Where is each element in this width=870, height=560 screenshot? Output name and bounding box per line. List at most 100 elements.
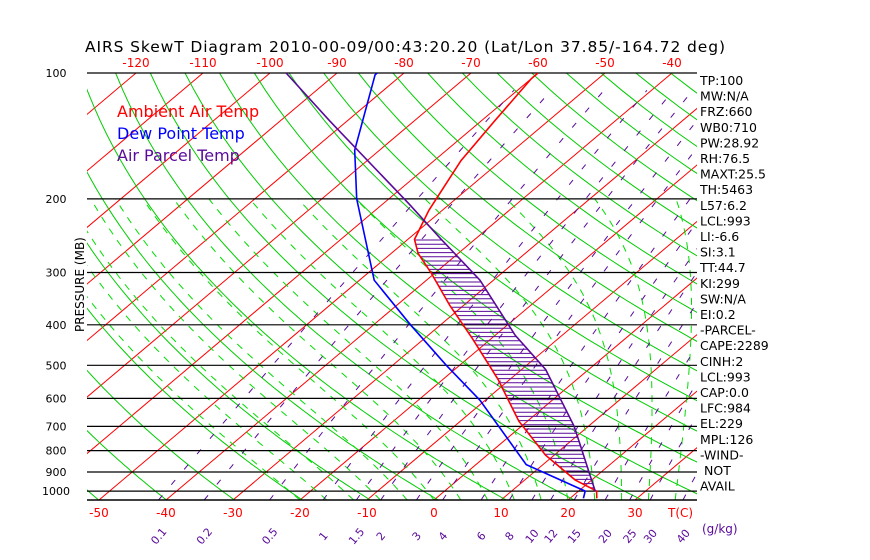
isotherm-line — [0, 73, 69, 500]
dry-adiabat-line — [358, 73, 697, 342]
dry-adiabat-line — [462, 73, 697, 257]
dry-adiabat-line — [87, 171, 439, 500]
isotherm-line — [87, 73, 539, 455]
top-temp-tick: -120 — [122, 56, 149, 70]
dry-adiabat-line — [87, 369, 235, 500]
stat-label: -PARCEL- — [700, 323, 756, 338]
pressure-tick-label: 300 — [46, 267, 67, 280]
pressure-tick-label: 800 — [46, 445, 67, 458]
stat-label: MW:N/A — [700, 89, 749, 104]
dry-adiabat-line — [184, 73, 697, 495]
mixing-ratio-line — [550, 271, 697, 500]
mixing-ratio-label: 20 — [596, 527, 615, 546]
mixing-ratio-line — [269, 89, 605, 500]
mixing-ratio-label: 12 — [542, 527, 561, 546]
isotherm-line — [87, 73, 271, 229]
stat-label: PW:28.92 — [700, 135, 759, 150]
stat-label: NOT — [704, 463, 731, 478]
stat-label: -WIND- — [700, 447, 744, 462]
dry-adiabat-line — [219, 73, 697, 463]
pressure-tick-label: 700 — [46, 420, 67, 433]
stat-label: LCL:993 — [700, 369, 751, 384]
top-temp-tick: -110 — [189, 56, 216, 70]
dry-adiabat-line — [87, 88, 507, 500]
isotherm-line — [87, 73, 338, 285]
mixing-ratio-label: 0.5 — [259, 525, 280, 547]
mixing-ratio-line — [203, 89, 552, 500]
isotherm-line — [433, 277, 697, 500]
stat-label: CAP:0.0 — [700, 385, 749, 400]
mixing-ratio-label: 25 — [621, 527, 640, 546]
x-axis-unit: T(C) — [667, 506, 693, 520]
dry-adiabat-line — [87, 242, 371, 500]
bottom-temp-tick: 0 — [430, 506, 438, 520]
stat-label: RH:76.5 — [700, 151, 750, 166]
mixing-ratio-line — [158, 89, 515, 500]
moist-adiabat-line — [115, 198, 408, 500]
bottom-temp-tick: -40 — [156, 506, 176, 520]
legend-ambient: Ambient Air Temp — [117, 102, 259, 121]
dry-adiabat-line — [149, 73, 643, 500]
top-temp-tick: -60 — [528, 56, 548, 70]
isotherm-line — [165, 73, 673, 500]
mixing-ratio-label: 15 — [565, 527, 584, 546]
mixing-ratio-label: 3 — [410, 529, 424, 543]
pressure-tick-label: 1000 — [42, 485, 70, 498]
bottom-temp-tick: -20 — [290, 506, 310, 520]
legend-dewpoint: Dew Point Temp — [117, 124, 245, 143]
pressure-tick-label: 100 — [46, 67, 67, 80]
mixing-ratio-line — [649, 414, 697, 500]
isotherm-line — [87, 73, 472, 398]
top-temp-tick: -100 — [256, 56, 283, 70]
mixing-ratio-unit: (g/kg) — [702, 522, 738, 536]
dewpoint-temp-line — [353, 73, 587, 499]
stat-label: SW:N/A — [700, 291, 746, 306]
bottom-temp-tick: -10 — [357, 506, 377, 520]
mixing-ratio-line — [629, 381, 697, 500]
bottom-temp-tick: 10 — [493, 506, 508, 520]
top-temp-tick: -50 — [595, 56, 615, 70]
pressure-tick-label: 500 — [46, 359, 67, 372]
chart-title: AIRS SkewT Diagram 2010-00-09/00:43:20.2… — [85, 38, 725, 56]
pressure-tick-label: 600 — [46, 392, 67, 405]
mixing-ratio-label: 8 — [502, 529, 516, 543]
top-temp-tick: -90 — [327, 56, 347, 70]
dry-adiabat-line — [115, 73, 575, 500]
isotherm-line — [232, 107, 697, 500]
stat-label: TT:44.7 — [699, 260, 746, 275]
moist-adiabat-line — [90, 198, 381, 500]
stat-label: EL:229 — [700, 416, 743, 431]
pressure-tick-label: 400 — [46, 319, 67, 332]
stat-label: L57:6.2 — [700, 198, 747, 213]
ambient-temp-line — [413, 73, 598, 499]
isotherm-line — [366, 220, 697, 500]
mixing-ratio-label: 4 — [436, 529, 450, 543]
isotherm-line — [567, 390, 697, 500]
moist-adiabat-line — [355, 198, 569, 500]
dry-adiabat-line — [323, 73, 697, 372]
mixing-ratio-line — [442, 146, 697, 500]
mixing-ratio-label: 1 — [316, 529, 330, 543]
bottom-temp-tick: -30 — [223, 506, 243, 520]
stat-label: TP:100 — [699, 73, 743, 88]
parcel-temp-line — [285, 73, 596, 492]
dry-adiabat-line — [392, 73, 697, 313]
isotherm-line — [98, 73, 606, 500]
dry-adiabat-line — [87, 307, 303, 500]
mixing-ratio-line — [480, 188, 697, 500]
moist-adiabat-line — [87, 264, 328, 500]
stat-label: MPL:126 — [700, 432, 753, 447]
moist-adiabat-line — [173, 198, 462, 500]
stat-label: TH:5463 — [699, 182, 753, 197]
isotherm-line — [500, 333, 697, 500]
mixing-ratio-line — [604, 344, 697, 500]
mixing-ratio-label: 1.5 — [346, 525, 367, 547]
mixing-ratio-label: 2 — [374, 529, 388, 543]
ambient-temp-line-group — [413, 73, 598, 499]
top-temp-tick: -40 — [662, 56, 682, 70]
isotherm-line — [87, 73, 204, 172]
moist-adiabat-line — [142, 198, 435, 500]
stat-label: LI:-6.6 — [700, 229, 739, 244]
